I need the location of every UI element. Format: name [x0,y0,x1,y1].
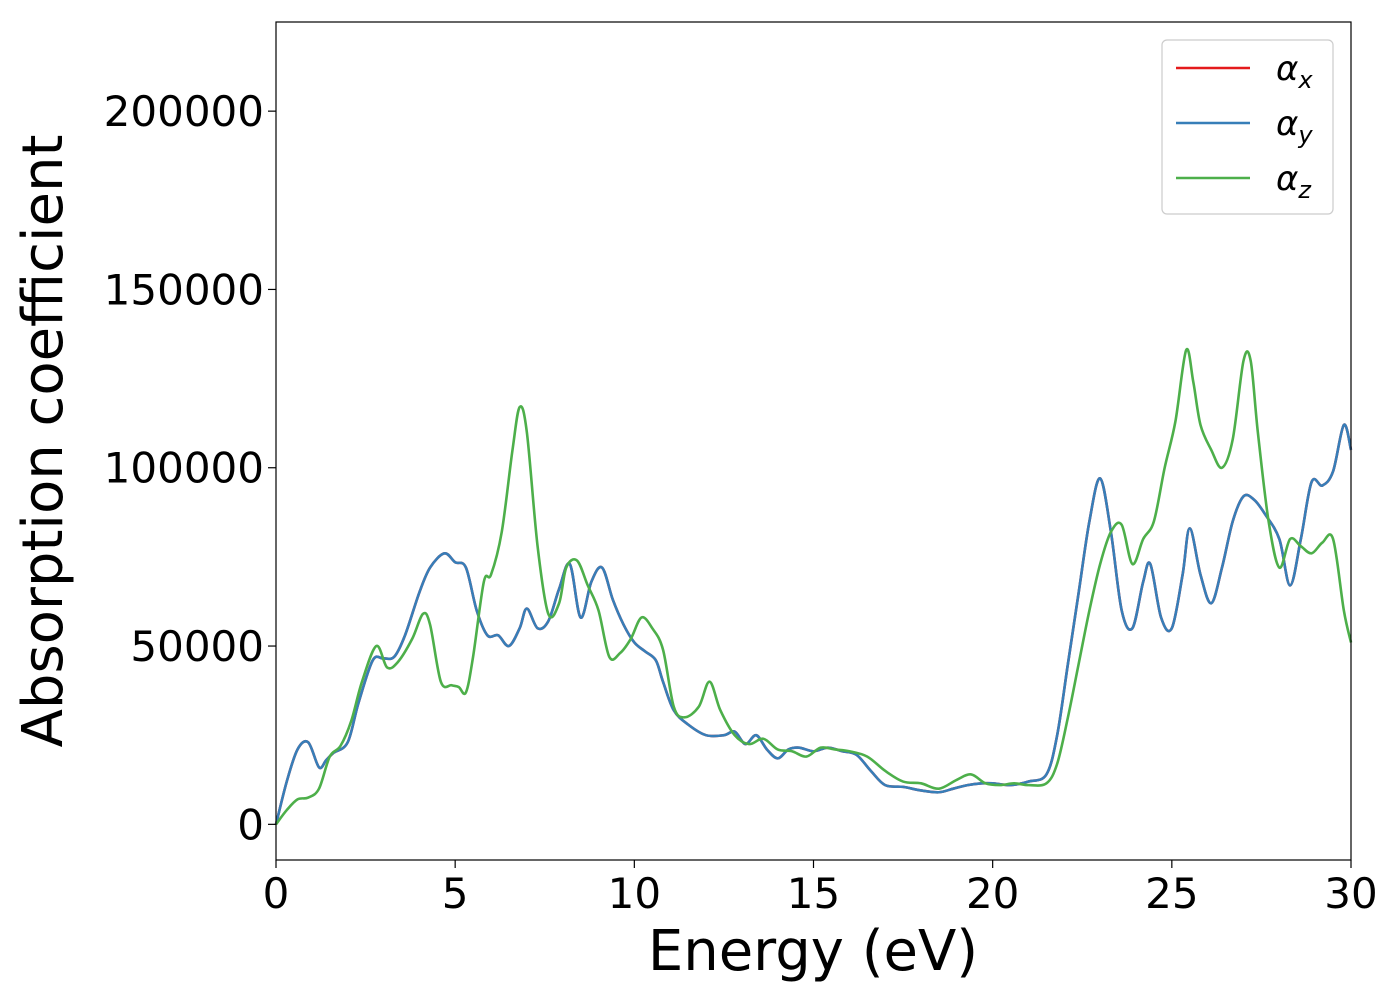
y-tick-label: 50000 [130,622,264,671]
x-tick-label: 0 [263,869,290,918]
series-line-z [274,347,1353,826]
x-axis-label: Energy (eV) [648,919,978,984]
x-tick-label: 15 [787,869,840,918]
series-lines [274,347,1353,826]
x-tick-label: 10 [608,869,661,918]
y-tick-label: 0 [237,800,264,849]
x-tick-label: 20 [966,869,1019,918]
y-tick-label: 200000 [104,87,264,136]
x-axis-ticks: 0 5 10 15 20 25 30 [263,860,1378,918]
series-line-x [274,423,1353,825]
y-tick-label: 150000 [104,265,264,314]
x-tick-label: 5 [442,869,469,918]
x-tick-label: 25 [1145,869,1198,918]
series-line-y [274,423,1353,825]
y-axis-ticks: 0 50000 100000 150000 200000 [104,87,276,849]
y-axis-label: Absorption coefficient [11,135,76,748]
y-tick-label: 100000 [104,444,264,493]
x-tick-label: 30 [1324,869,1377,918]
legend-box [1161,39,1334,215]
